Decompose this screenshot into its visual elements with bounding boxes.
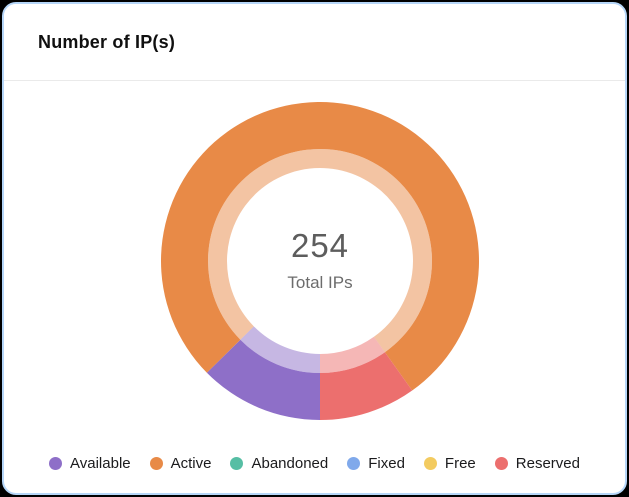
donut-segment-active[interactable] — [161, 101, 480, 391]
legend-dot-available — [49, 457, 63, 470]
legend-label: Available — [70, 455, 131, 472]
legend-label: Fixed — [368, 455, 405, 472]
legend-label: Free — [444, 455, 476, 472]
legend-label: Active — [170, 455, 212, 472]
legend-item-free[interactable]: Free — [423, 455, 476, 472]
legend-label: Reserved — [515, 455, 580, 472]
legend-item-fixed[interactable]: Fixed — [347, 455, 405, 472]
chart-legend: Available Active Abandoned Fixed Free Reserve… — [4, 455, 625, 472]
donut-segment-available[interactable] — [206, 339, 320, 420]
donut-inner-segment-available[interactable] — [240, 326, 320, 373]
legend-item-available[interactable]: Available — [49, 455, 131, 472]
legend-dot-reserved — [494, 457, 508, 470]
legend-dot-active — [149, 457, 163, 470]
legend-dot-free — [423, 457, 437, 470]
legend-item-abandoned[interactable]: Abandoned — [230, 455, 328, 472]
legend-dot-fixed — [347, 457, 361, 470]
legend-label: Abandoned — [251, 455, 329, 472]
legend-item-active[interactable]: Active — [149, 455, 212, 472]
donut-inner-segment-reserved[interactable] — [320, 336, 385, 373]
card-header: Number of IP(s) — [4, 4, 625, 81]
legend-dot-abandoned — [230, 457, 244, 470]
card-title: Number of IP(s) — [38, 31, 176, 52]
donut-segment-reserved[interactable] — [320, 352, 413, 420]
legend-item-reserved[interactable]: Reserved — [494, 455, 580, 472]
